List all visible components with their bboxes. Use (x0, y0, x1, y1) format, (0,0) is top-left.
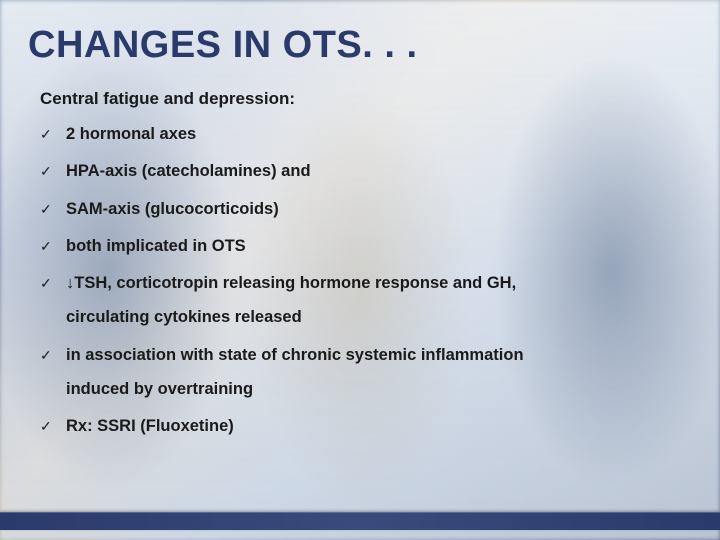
checkmark-icon: ✓ (40, 125, 52, 144)
list-item: ✓ SAM-axis (glucocorticoids) (40, 198, 692, 220)
bullet-text: in association with state of chronic sys… (66, 346, 524, 364)
slide-content: CHANGES IN OTS. . . Central fatigue and … (0, 0, 720, 540)
checkmark-icon: ✓ (40, 237, 52, 256)
bullet-list: ✓ Rx: SSRI (Fluoxetine) (40, 415, 692, 437)
checkmark-icon: ✓ (40, 200, 52, 219)
bullet-text: HPA-axis (catecholamines) and (66, 162, 311, 180)
bullet-list: ✓ in association with state of chronic s… (40, 344, 692, 366)
bullet-list: ✓ 2 hormonal axes ✓ HPA-axis (catecholam… (40, 123, 692, 294)
bullet-continuation: induced by overtraining (40, 378, 692, 400)
checkmark-icon: ✓ (40, 274, 52, 293)
list-item: ✓ ↓TSH, corticotropin releasing hormone … (40, 272, 692, 294)
checkmark-icon: ✓ (40, 162, 52, 181)
bullet-text: both implicated in OTS (66, 237, 246, 255)
list-item: ✓ 2 hormonal axes (40, 123, 692, 145)
bullet-text: ↓TSH, corticotropin releasing hormone re… (66, 274, 516, 292)
footer-accent-bar (0, 512, 720, 530)
bullet-text: SAM-axis (glucocorticoids) (66, 200, 279, 218)
bullet-text: 2 hormonal axes (66, 125, 196, 143)
slide-title: CHANGES IN OTS. . . (28, 24, 692, 67)
slide-subheading: Central fatigue and depression: (40, 89, 692, 109)
bullet-continuation: circulating cytokines released (40, 306, 692, 328)
list-item: ✓ in association with state of chronic s… (40, 344, 692, 366)
list-item: ✓ both implicated in OTS (40, 235, 692, 257)
bullet-text: Rx: SSRI (Fluoxetine) (66, 417, 234, 435)
list-item: ✓ Rx: SSRI (Fluoxetine) (40, 415, 692, 437)
checkmark-icon: ✓ (40, 417, 52, 436)
list-item: ✓ HPA-axis (catecholamines) and (40, 160, 692, 182)
checkmark-icon: ✓ (40, 346, 52, 365)
